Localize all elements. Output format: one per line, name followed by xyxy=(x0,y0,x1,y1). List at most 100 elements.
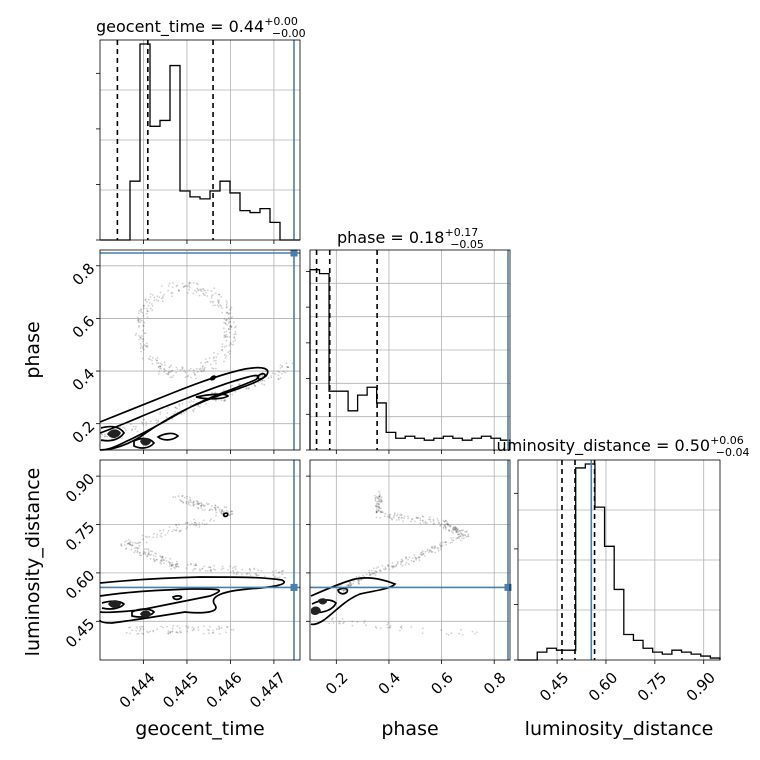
sample-point xyxy=(234,331,237,333)
sample-point xyxy=(213,360,216,362)
sample-point xyxy=(410,626,413,628)
sample-point xyxy=(444,523,447,525)
sample-point xyxy=(173,566,176,569)
sample-point xyxy=(125,631,128,634)
sample-point xyxy=(169,365,171,368)
sample-point xyxy=(159,555,162,557)
sample-point xyxy=(186,526,189,528)
sample-point xyxy=(232,628,235,631)
sample-point xyxy=(230,306,233,309)
sample-point xyxy=(223,389,225,391)
sample-point xyxy=(346,584,348,587)
sample-point xyxy=(143,348,145,351)
sample-point xyxy=(138,312,140,315)
sample-point xyxy=(232,569,234,572)
sample-point xyxy=(235,573,238,576)
sample-point xyxy=(342,588,345,591)
sample-point xyxy=(155,298,158,301)
sample-point xyxy=(184,285,186,288)
sample-point xyxy=(231,513,234,515)
sample-point xyxy=(207,628,209,631)
sample-point xyxy=(177,631,179,634)
sample-point xyxy=(403,515,406,518)
sample-point xyxy=(161,556,164,559)
sample-point xyxy=(198,523,201,526)
sample-point xyxy=(190,501,193,504)
sample-point xyxy=(226,301,228,304)
sample-point xyxy=(395,563,398,566)
sample-point xyxy=(198,526,201,528)
sample-point xyxy=(145,424,148,426)
sample-point xyxy=(456,533,459,536)
sample-point xyxy=(452,527,455,530)
sample-point xyxy=(448,529,451,531)
sample-point xyxy=(349,583,352,586)
sample-point xyxy=(378,509,380,512)
sample-point xyxy=(359,578,362,581)
sample-point xyxy=(253,376,256,378)
sample-point xyxy=(220,510,223,513)
sample-point xyxy=(147,553,150,556)
sample-point xyxy=(160,536,163,538)
sample-point xyxy=(142,314,145,317)
sample-point xyxy=(147,631,150,634)
sample-point xyxy=(156,356,159,359)
sample-point xyxy=(332,617,334,620)
sample-point xyxy=(439,525,442,527)
sample-point xyxy=(218,293,221,296)
sample-point xyxy=(167,285,170,287)
sample-point xyxy=(218,628,220,630)
sample-point xyxy=(419,522,422,525)
sample-point xyxy=(172,282,174,284)
sample-point xyxy=(343,621,345,624)
sample-point xyxy=(142,346,145,348)
sample-point xyxy=(235,325,237,328)
sample-point xyxy=(280,373,283,375)
sample-point xyxy=(202,293,205,296)
sample-point xyxy=(449,542,452,544)
sample-point xyxy=(185,410,187,413)
sample-point xyxy=(212,301,215,303)
sample-point xyxy=(132,541,134,544)
sample-point xyxy=(169,562,172,564)
sample-point xyxy=(171,627,174,630)
sample-point xyxy=(400,627,403,630)
sample-point xyxy=(178,523,181,526)
sample-point xyxy=(196,503,198,505)
sample-point xyxy=(372,567,375,570)
sample-point xyxy=(369,572,371,575)
sample-point xyxy=(436,546,439,549)
sample-point xyxy=(458,632,460,635)
sample-point xyxy=(175,524,177,526)
sample-point xyxy=(212,631,214,634)
sample-point xyxy=(228,514,231,517)
sample-point xyxy=(227,569,230,571)
sample-point xyxy=(441,544,444,547)
sample-point xyxy=(405,557,408,560)
sample-point xyxy=(175,631,178,634)
sample-point xyxy=(193,503,196,506)
sample-point xyxy=(138,318,140,321)
panel-frame xyxy=(309,459,511,661)
sample-point xyxy=(144,535,147,538)
sample-point xyxy=(128,543,131,546)
sample-point xyxy=(411,557,414,559)
sample-point xyxy=(159,367,162,370)
sample-point xyxy=(233,336,236,339)
sample-point xyxy=(445,528,447,530)
sample-point xyxy=(176,368,179,370)
sample-point xyxy=(158,370,161,373)
sample-point xyxy=(202,365,204,367)
sample-point xyxy=(131,629,134,632)
sample-point xyxy=(175,524,178,526)
sample-point xyxy=(100,433,103,435)
sample-point xyxy=(226,626,228,629)
sample-point xyxy=(216,304,219,307)
sample-point xyxy=(277,374,280,377)
sample-point xyxy=(139,336,142,339)
sample-point xyxy=(202,370,204,373)
sample-point xyxy=(154,358,157,360)
sample-point xyxy=(146,536,149,538)
sample-point xyxy=(197,289,200,292)
sample-point xyxy=(171,376,174,379)
